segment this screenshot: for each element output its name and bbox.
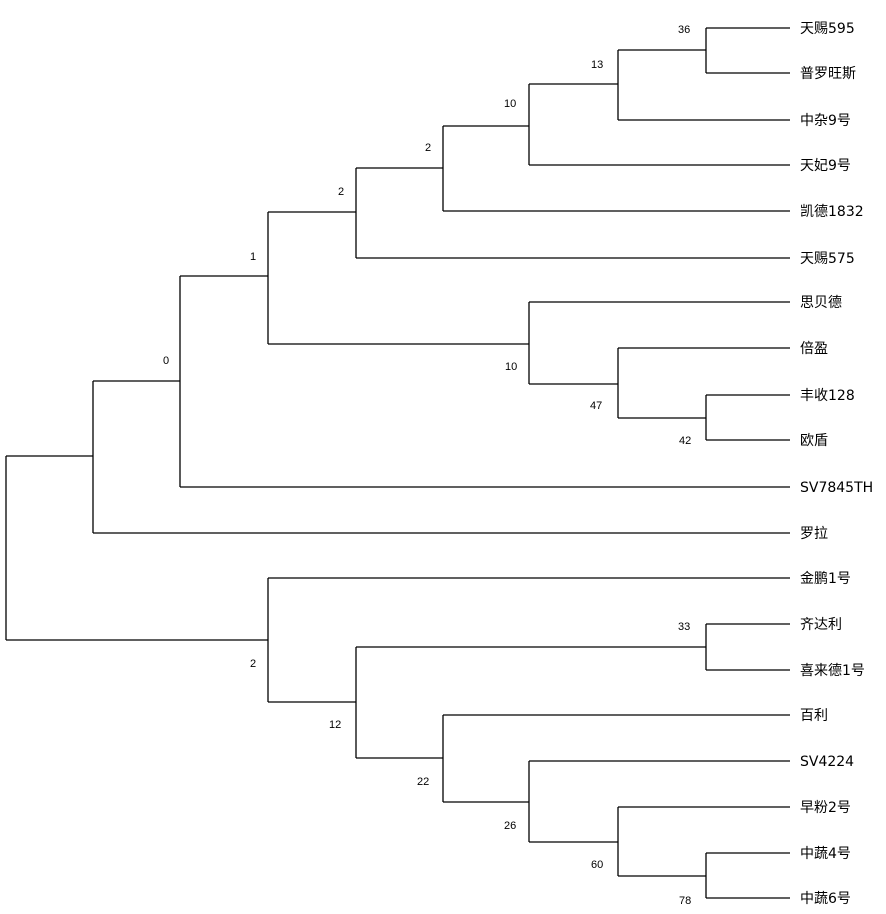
bootstrap-value: 2 xyxy=(338,186,344,198)
bootstrap-value: 36 xyxy=(678,24,690,36)
leaf-label: 金鹏1号 xyxy=(800,571,851,587)
bootstrap-value: 33 xyxy=(678,621,690,633)
bootstrap-value: 2 xyxy=(425,142,431,154)
leaf-label: 中蔬4号 xyxy=(800,846,851,862)
leaf-label: 丰收128 xyxy=(800,388,855,404)
leaf-label: 百利 xyxy=(800,708,828,724)
bootstrap-value: 78 xyxy=(679,895,691,907)
bootstrap-value: 12 xyxy=(329,719,341,731)
bootstrap-value: 60 xyxy=(591,859,603,871)
leaf-label: 普罗旺斯 xyxy=(800,66,856,82)
leaf-label: 天妃9号 xyxy=(800,158,851,174)
bootstrap-value: 26 xyxy=(504,820,516,832)
leaf-label: 天赐575 xyxy=(800,251,855,267)
leaf-labels: 天赐595 普罗旺斯 中杂9号 天妃9号 凯德1832 天赐575 思贝德 倍盈… xyxy=(800,21,873,907)
leaf-label: 早粉2号 xyxy=(800,800,851,816)
bootstrap-value: 13 xyxy=(591,59,603,71)
leaf-label: 天赐595 xyxy=(800,21,855,37)
bootstrap-value: 1 xyxy=(250,251,256,263)
leaf-label: SV7845TH xyxy=(800,480,873,496)
bootstrap-value: 10 xyxy=(504,98,516,110)
tree-branches xyxy=(5,27,790,899)
leaf-label: 思贝德 xyxy=(800,295,842,311)
bootstrap-value: 10 xyxy=(505,361,517,373)
leaf-label: 中蔬6号 xyxy=(800,891,851,907)
bootstrap-value: 42 xyxy=(679,435,691,447)
bootstrap-values: 36 13 10 2 2 1 10 47 42 0 2 33 12 22 26 … xyxy=(163,24,691,907)
leaf-label: SV4224 xyxy=(800,754,854,770)
leaf-label: 罗拉 xyxy=(800,526,828,542)
leaf-label: 喜来德1号 xyxy=(800,663,865,679)
bootstrap-value: 2 xyxy=(250,658,256,670)
leaf-label: 中杂9号 xyxy=(800,113,851,129)
bootstrap-value: 47 xyxy=(590,400,602,412)
bootstrap-value: 0 xyxy=(163,355,169,367)
leaf-label: 齐达利 xyxy=(800,617,842,633)
leaf-label: 凯德1832 xyxy=(800,204,864,220)
leaf-label: 欧盾 xyxy=(800,433,828,449)
bootstrap-value: 22 xyxy=(417,776,429,788)
leaf-label: 倍盈 xyxy=(800,341,828,357)
